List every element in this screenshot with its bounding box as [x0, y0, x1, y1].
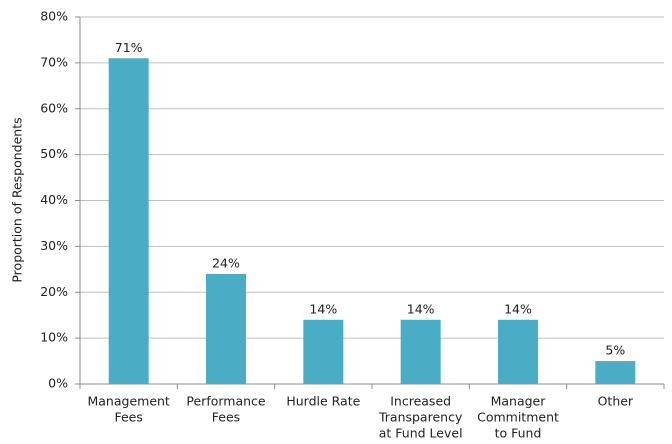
- y-tick-label: 50%: [40, 146, 68, 161]
- bar: [400, 319, 441, 384]
- value-label: 5%: [605, 343, 625, 358]
- x-tick-label: Fees: [212, 410, 240, 425]
- value-label: 71%: [115, 40, 143, 55]
- bar: [303, 319, 344, 384]
- value-label: 14%: [504, 301, 532, 316]
- y-tick-label: 30%: [40, 238, 68, 253]
- value-label: 14%: [407, 301, 435, 316]
- value-label: 14%: [309, 301, 337, 316]
- y-tick-label: 20%: [40, 284, 68, 299]
- y-tick-label: 10%: [40, 330, 68, 345]
- x-tick-label: Transparency: [378, 410, 463, 425]
- value-label: 24%: [212, 255, 240, 270]
- bar: [108, 58, 149, 384]
- bar: [595, 361, 636, 384]
- y-tick-label: 0%: [48, 376, 68, 391]
- x-tick-label: Performance: [186, 394, 266, 409]
- x-tick-label: Increased: [390, 394, 451, 409]
- x-tick-label: Fees: [114, 410, 142, 425]
- x-tick-label: Hurdle Rate: [286, 394, 360, 409]
- x-tick-label: to Fund: [495, 426, 542, 441]
- bar: [498, 319, 538, 384]
- x-tick-label: Commitment: [477, 410, 559, 425]
- y-axis-label: Proportion of Respondents: [10, 117, 25, 282]
- bar: [206, 273, 246, 384]
- x-tick-label: at Fund Level: [379, 426, 463, 441]
- x-tick-label: Management: [87, 394, 169, 409]
- y-tick-label: 40%: [40, 192, 68, 207]
- x-tick-label: Other: [598, 394, 634, 409]
- y-tick-label: 70%: [40, 54, 68, 69]
- x-tick-label: Manager: [491, 394, 547, 409]
- y-tick-label: 60%: [40, 100, 68, 115]
- y-tick-label: 80%: [40, 9, 68, 24]
